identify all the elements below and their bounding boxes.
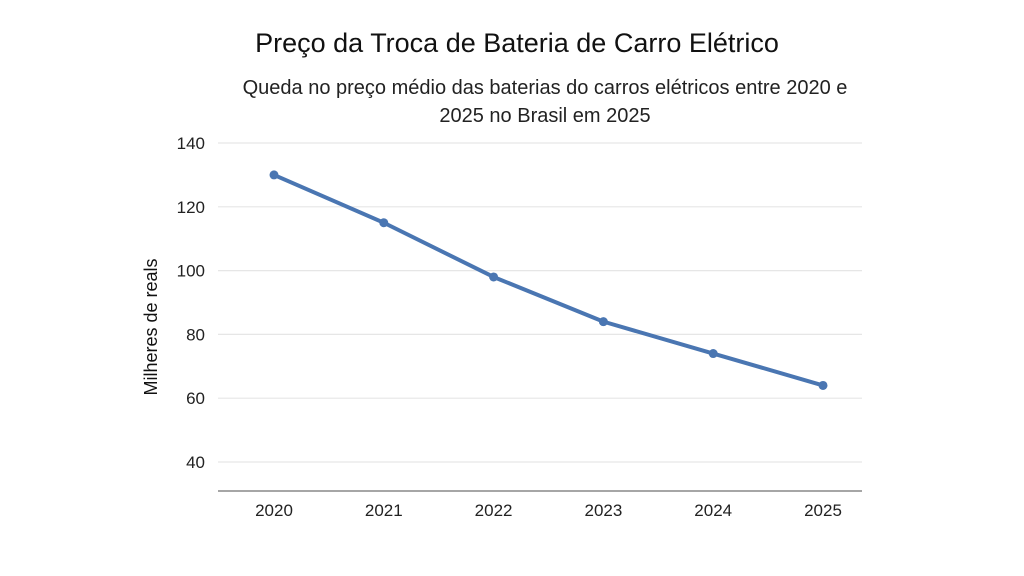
data-point	[489, 272, 499, 282]
y-tick-labels: 40 60 80 100 120 140	[177, 134, 205, 472]
x-tick-label: 2023	[584, 501, 622, 520]
data-point	[818, 380, 828, 390]
y-tick-label: 100	[177, 262, 205, 281]
y-tick-label: 140	[177, 134, 205, 153]
x-tick-label: 2024	[694, 501, 732, 520]
x-tick-label: 2022	[475, 501, 513, 520]
data-point	[708, 349, 718, 359]
y-tick-label: 80	[186, 325, 205, 344]
x-tick-labels: 2020 2021 2022 2023 2024 2025	[255, 501, 842, 520]
series-line	[269, 170, 828, 390]
data-point	[379, 218, 389, 228]
chart-title: Preço da Troca de Bateria de Carro Elétr…	[255, 28, 779, 58]
y-tick-label: 40	[186, 453, 205, 472]
y-tick-label: 120	[177, 198, 205, 217]
x-tick-label: 2020	[255, 501, 293, 520]
data-point	[269, 170, 279, 180]
x-tick-label: 2021	[365, 501, 403, 520]
chart-subtitle: Queda no preço médio das baterias do car…	[242, 77, 848, 127]
series-path	[272, 172, 825, 388]
y-axis-label: Milheres de reals	[141, 258, 161, 395]
gridlines	[218, 142, 862, 463]
data-point	[598, 317, 608, 327]
y-tick-label: 60	[186, 389, 205, 408]
x-tick-label: 2025	[804, 501, 842, 520]
